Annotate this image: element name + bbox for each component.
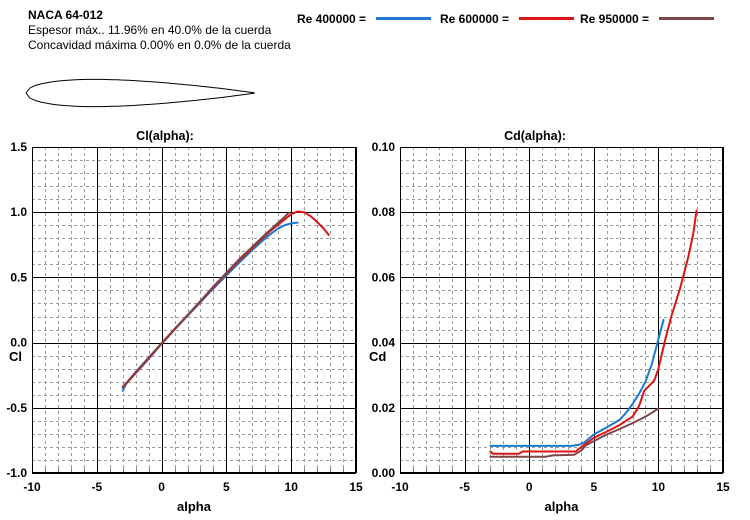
charts-area: -10 -5 0 5 10 15 1.5 1.0 0.5 0.0 -0.5 -1.0 -10 -5 0 5 10… — [0, 128, 750, 520]
y-axis-label-cl: Cl — [9, 349, 22, 364]
chart-title-cd: Cd(alpha): — [504, 129, 566, 143]
svg-text:-10: -10 — [391, 480, 409, 494]
legend-item-re950000: Re 950000 = — [580, 12, 715, 26]
series-re-400000 — [489, 318, 665, 447]
chart-0: -10 -5 0 5 10 15 1.5 1.0 0.5 0.0 -0.5 -1.0 — [6, 140, 363, 494]
svg-text:15: 15 — [716, 480, 730, 494]
svg-text:0.00: 0.00 — [372, 466, 396, 480]
svg-text:-0.5: -0.5 — [6, 401, 27, 415]
x-axis-label-alpha-right: alpha — [544, 499, 579, 514]
legend-item-re600000: Re 600000 = — [440, 12, 575, 26]
thickness-info: Espesor máx.. 11.96% en 40.0% de la cuer… — [28, 23, 272, 37]
legend-line-re600000 — [519, 17, 575, 21]
svg-text:0.5: 0.5 — [10, 270, 27, 284]
airfoil-title: NACA 64-012 — [28, 8, 103, 22]
svg-text:0.04: 0.04 — [372, 336, 396, 350]
svg-text:10: 10 — [285, 480, 299, 494]
series-re-600000 — [121, 210, 330, 388]
svg-text:0: 0 — [526, 480, 533, 494]
x-axis-label-alpha-left: alpha — [177, 499, 211, 514]
svg-text:0.08: 0.08 — [372, 205, 396, 219]
svg-text:5: 5 — [590, 480, 597, 494]
chart-1: -10 -5 0 5 10 15 0.10 0.08 0.06 0.04 0.02 0.00 — [372, 140, 730, 494]
legend-label-re950000: Re 950000 = — [580, 12, 650, 26]
svg-text:0: 0 — [158, 480, 165, 494]
series-re-600000 — [489, 209, 698, 455]
series-re-400000 — [121, 221, 299, 392]
series-re-950000 — [121, 211, 290, 389]
airfoil-profile — [20, 68, 260, 123]
svg-text:0.10: 0.10 — [372, 140, 396, 154]
svg-text:-1.0: -1.0 — [6, 466, 27, 480]
svg-text:0.06: 0.06 — [372, 270, 396, 284]
svg-text:0.0: 0.0 — [10, 336, 27, 350]
svg-text:0.02: 0.02 — [372, 401, 396, 415]
legend-label-re400000: Re 400000 = — [297, 12, 367, 26]
series-re-950000 — [489, 407, 660, 458]
svg-text:15: 15 — [349, 480, 363, 494]
legend-item-re400000: Re 400000 = — [297, 12, 432, 26]
charts-canvas: -10 -5 0 5 10 151.51.00.50.0-0.5-1.0-10 -5 0 5 10… — [6, 140, 730, 494]
svg-text:-5: -5 — [459, 480, 470, 494]
svg-text:5: 5 — [223, 480, 230, 494]
svg-text:10: 10 — [652, 480, 666, 494]
legend-line-re950000 — [659, 17, 715, 21]
airfoil-outline-drawing — [25, 78, 255, 108]
legend-line-re400000 — [376, 17, 432, 21]
svg-text:-5: -5 — [91, 480, 102, 494]
y-axis-label-cd: Cd — [369, 349, 387, 364]
svg-text:1.0: 1.0 — [10, 205, 27, 219]
svg-text:1.5: 1.5 — [10, 140, 27, 154]
legend-label-re600000: Re 600000 = — [440, 12, 510, 26]
svg-text:-10: -10 — [23, 480, 41, 494]
camber-info: Concavidad máxima 0.00% en 0.0% de la cu… — [28, 38, 291, 52]
chart-title-cl: Cl(alpha): — [136, 129, 194, 143]
